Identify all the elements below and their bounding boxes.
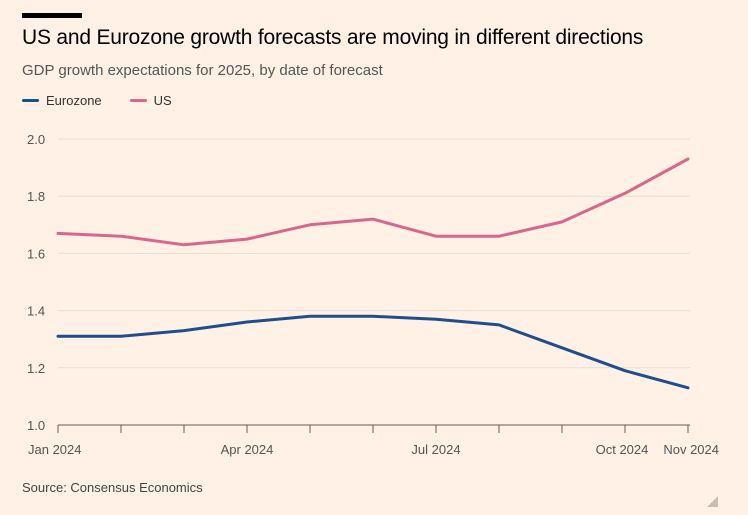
y-tick-label: 1.4 [27, 304, 45, 319]
legend-label-us: US [153, 93, 172, 108]
x-tick-label: Nov 2024 [663, 442, 719, 457]
y-tick-label: 1.0 [27, 418, 45, 433]
x-tick-label: Apr 2024 [221, 442, 274, 457]
resize-handle-icon [707, 496, 718, 507]
source-note: Source: Consensus Economics [22, 480, 203, 495]
series-line-eurozone [56, 314, 690, 390]
x-tick-label: Oct 2024 [596, 442, 649, 457]
y-tick-label: 1.6 [27, 246, 45, 261]
y-tick-label: 2.0 [27, 132, 45, 147]
y-tick-label: 1.2 [27, 361, 45, 376]
chart-title: US and Eurozone growth forecasts are mov… [22, 26, 644, 49]
legend-swatch-us [129, 99, 147, 102]
y-tick-label: 1.8 [27, 189, 45, 204]
series-line-us [56, 157, 690, 247]
legend-swatch-eurozone [22, 99, 39, 102]
x-tick-label: Jan 2024 [28, 442, 82, 457]
brand-bar [22, 13, 82, 18]
chart-subtitle: GDP growth expectations for 2025, by dat… [22, 62, 383, 79]
legend-label-eurozone: Eurozone [46, 93, 102, 108]
legend-item-eurozone: Eurozone [22, 93, 102, 108]
legend: Eurozone US [22, 93, 172, 108]
legend-item-us: US [129, 93, 172, 108]
x-tick-label: Jul 2024 [411, 442, 460, 457]
